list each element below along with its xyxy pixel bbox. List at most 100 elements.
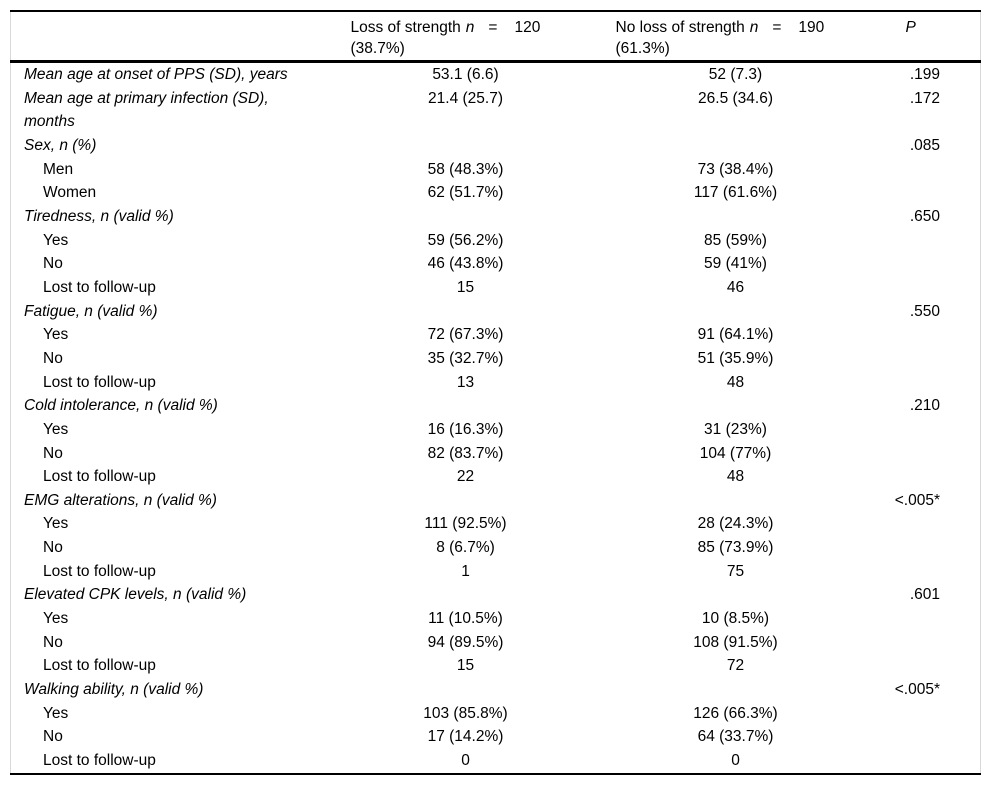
p-value-cell: .210 (909, 397, 940, 415)
row-label-cell: Yes (11, 418, 351, 442)
row-label-cell: EMG alterations, n (valid %) (11, 489, 351, 513)
p-value-cell (881, 158, 981, 182)
no-loss-group-value-cell: 104 (77%) (699, 444, 772, 462)
table-row: Tiredness, n (valid %) .650 (11, 205, 981, 229)
table-header: Loss of strength n = 120 (38.7%) No loss of … (10, 11, 981, 63)
row-label: Yes (43, 610, 69, 628)
row-label: No (43, 444, 63, 462)
row-label: Lost to follow-up (43, 752, 156, 770)
row-label-cell: Yes (11, 607, 351, 631)
loss-group-value-cell: 0 (461, 752, 470, 770)
loss-group-value-cell: 1 (461, 562, 470, 580)
row-label: No (43, 728, 63, 746)
loss-group-value-cell (351, 678, 611, 702)
table-row: Yes 111 (92.5%) 28 (24.3%) (11, 512, 981, 536)
table-row: No 82 (83.7%) 104 (77%) (11, 442, 981, 466)
p-value-cell (881, 702, 981, 726)
header-noloss-count: 190 (798, 19, 825, 36)
header-noloss-n-symbol: n (749, 19, 759, 36)
row-label: Fatigue, n (valid %) (24, 302, 158, 320)
loss-group-value-cell: 72 (67.3%) (427, 326, 504, 344)
header-noloss-text: No loss of strength (615, 19, 745, 36)
row-label-cell: Sex, n (%) (11, 134, 351, 158)
no-loss-group-value-cell: 85 (73.9%) (697, 539, 774, 557)
loss-group-value-cell (351, 583, 611, 607)
header-empty-cell (10, 11, 351, 63)
row-label: No (43, 633, 63, 651)
p-value-cell: .085 (909, 136, 940, 154)
row-label-cell: Yes (11, 702, 351, 726)
p-value-cell (881, 181, 981, 205)
p-value-cell (881, 465, 981, 489)
no-loss-group-value-cell (611, 300, 881, 324)
no-loss-group-value-cell (611, 583, 881, 607)
p-value-cell (881, 442, 981, 466)
row-label-cell: Lost to follow-up (11, 276, 351, 300)
no-loss-group-value-cell: 31 (23%) (704, 420, 767, 438)
row-label-cell: Yes (11, 229, 351, 253)
p-value-cell (881, 276, 981, 300)
table-row: Yes 72 (67.3%) 91 (64.1%) (11, 323, 981, 347)
row-label: Women (43, 184, 97, 202)
no-loss-group-value-cell: 85 (59%) (704, 231, 767, 249)
table-row: Cold intolerance, n (valid %) .210 (11, 394, 981, 418)
row-label-cell: Lost to follow-up (11, 654, 351, 678)
row-label: Men (43, 160, 74, 178)
row-label-cell: No (11, 347, 351, 371)
loss-group-value-cell: 15 (456, 657, 475, 675)
row-label: Yes (43, 515, 69, 533)
loss-group-value-cell: 13 (456, 373, 475, 391)
table-body: Mean age at onset of PPS (SD), years 53.1… (11, 62, 981, 774)
row-label-cell: Yes (11, 323, 351, 347)
row-label-cell: Mean age at onset of PPS (SD), years (11, 62, 351, 87)
row-label-cell: Walking ability, n (valid %) (11, 678, 351, 702)
no-loss-group-value-cell: 126 (66.3%) (693, 704, 778, 722)
loss-group-value-cell: 35 (32.7%) (427, 349, 504, 367)
loss-group-value-cell: 8 (6.7%) (436, 539, 495, 557)
p-value-cell (881, 607, 981, 631)
col-header-p-value: P (880, 11, 981, 63)
header-noloss-equals: = (772, 19, 782, 36)
table-row: Lost to follow-up 0 0 (11, 749, 981, 774)
row-label: Lost to follow-up (43, 657, 156, 675)
row-label-cell: Lost to follow-up (11, 560, 351, 584)
loss-group-value-cell: 82 (83.7%) (427, 444, 504, 462)
no-loss-group-value-cell: 10 (8.5%) (701, 610, 770, 628)
no-loss-group-value-cell (611, 678, 881, 702)
no-loss-group-value-cell: 72 (726, 657, 745, 675)
p-value-cell (881, 323, 981, 347)
header-loss-n-symbol: n (465, 19, 475, 36)
table-row: No 17 (14.2%) 64 (33.7%) (11, 725, 981, 749)
p-value-cell (881, 631, 981, 655)
header-row: Loss of strength n = 120 (38.7%) No loss of … (10, 11, 981, 63)
col-header-no-loss-of-strength: No loss of strength n = 190 (61.3%) (610, 11, 881, 63)
row-label-cell: Yes (11, 512, 351, 536)
loss-group-value-cell (351, 300, 611, 324)
no-loss-group-value-cell (611, 489, 881, 513)
table-row: No 94 (89.5%) 108 (91.5%) (11, 631, 981, 655)
p-value-cell: <.005* (894, 681, 940, 699)
table-row: No 35 (32.7%) 51 (35.9%) (11, 347, 981, 371)
loss-group-value-cell: 21.4 (25.7) (428, 89, 503, 107)
table-row: Lost to follow-up 15 46 (11, 276, 981, 300)
row-label-cell: Tiredness, n (valid %) (11, 205, 351, 229)
header-loss-line1: Loss of strength n = 120 (351, 18, 611, 38)
p-value-cell (881, 749, 981, 774)
row-label: No (43, 255, 63, 273)
no-loss-group-value-cell: 75 (726, 562, 745, 580)
no-loss-group-value-cell: 108 (91.5%) (693, 633, 778, 651)
no-loss-group-value-cell: 59 (41%) (704, 255, 767, 273)
no-loss-group-value-cell: 64 (33.7%) (697, 728, 774, 746)
row-label-cell: No (11, 725, 351, 749)
row-label: No (43, 539, 63, 557)
table-row: Yes 59 (56.2%) 85 (59%) (11, 229, 981, 253)
table-row: Elevated CPK levels, n (valid %) .601 (11, 583, 981, 607)
p-value-cell (881, 560, 981, 584)
table-row: Women 62 (51.7%) 117 (61.6%) (11, 181, 981, 205)
table-row: Sex, n (%) .085 (11, 134, 981, 158)
row-label-cell: Lost to follow-up (11, 749, 351, 774)
row-label-cell: Mean age at primary infection (SD), month… (11, 87, 351, 134)
header-noloss-percent: (61.3%) (615, 40, 670, 57)
table-row: Lost to follow-up 1 75 (11, 560, 981, 584)
row-label-line2: months (24, 113, 75, 131)
